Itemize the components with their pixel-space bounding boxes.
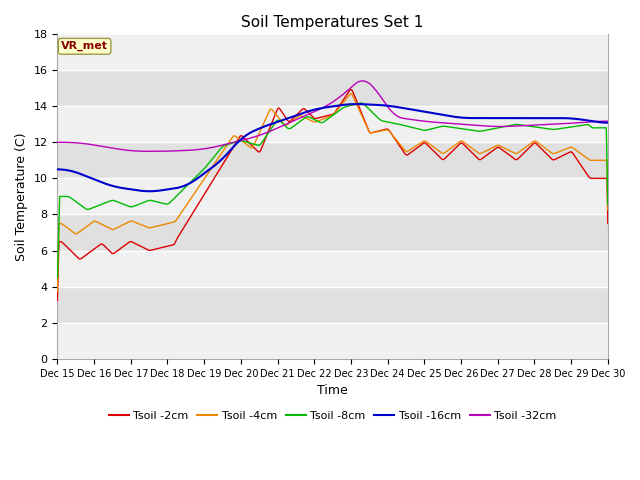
Y-axis label: Soil Temperature (C): Soil Temperature (C) xyxy=(15,132,28,261)
Legend: Tsoil -2cm, Tsoil -4cm, Tsoil -8cm, Tsoil -16cm, Tsoil -32cm: Tsoil -2cm, Tsoil -4cm, Tsoil -8cm, Tsoi… xyxy=(104,407,561,426)
Bar xyxy=(58,287,608,323)
Title: Soil Temperatures Set 1: Soil Temperatures Set 1 xyxy=(241,15,424,30)
Bar xyxy=(58,70,608,106)
Bar xyxy=(58,323,608,359)
X-axis label: Time: Time xyxy=(317,384,348,397)
Bar xyxy=(58,215,608,251)
Bar xyxy=(58,179,608,215)
Text: VR_met: VR_met xyxy=(61,41,108,51)
Bar xyxy=(58,142,608,179)
Bar xyxy=(58,106,608,142)
Bar xyxy=(58,34,608,70)
Bar xyxy=(58,251,608,287)
